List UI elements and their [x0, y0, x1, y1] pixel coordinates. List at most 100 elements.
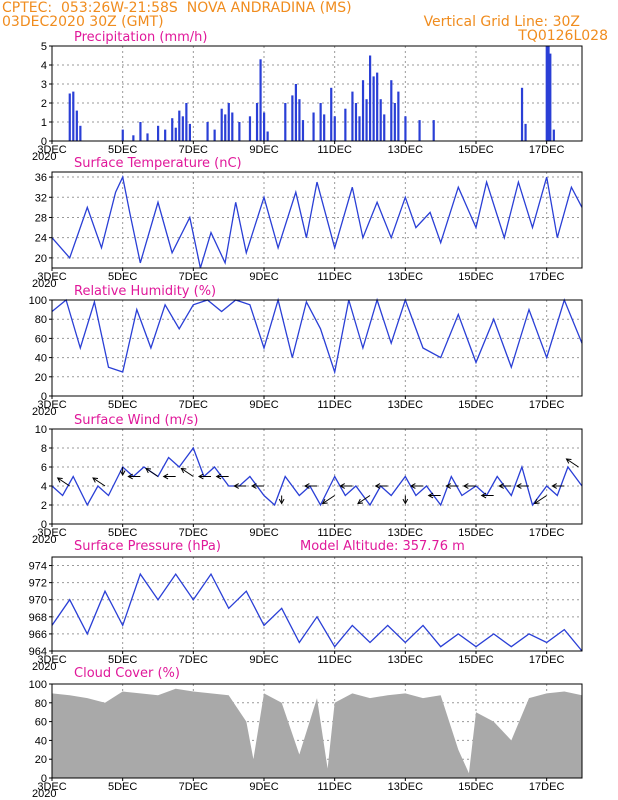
wind-vector	[534, 495, 547, 504]
precip-bar	[379, 99, 382, 141]
y-tick-label: 964	[29, 646, 47, 658]
wind-arrowhead	[321, 498, 328, 505]
wind-arrowhead	[445, 483, 451, 489]
wind-arrowhead	[92, 477, 99, 483]
x-tick-label: 3DEC	[37, 781, 66, 793]
y-tick-label: 972	[29, 578, 47, 590]
x-tick-label: 5DEC	[108, 399, 137, 411]
y-tick-label: 20	[35, 253, 47, 265]
x-tick-label: 17DEC	[529, 144, 565, 156]
precip-bar	[545, 46, 548, 141]
y-tick-label: 0	[41, 391, 47, 403]
precip-bar	[354, 103, 358, 141]
precip-bar	[549, 53, 552, 141]
precip-bar	[132, 135, 135, 141]
wind-arrowhead	[565, 458, 572, 464]
x-year-label: 2020	[32, 661, 56, 673]
panel-title: Relative Humidity (%)	[74, 284, 216, 299]
x-tick-label: 17DEC	[529, 271, 565, 283]
precip-bar	[294, 84, 297, 141]
y-tick-label: 60	[35, 717, 47, 729]
y-tick-label: 40	[35, 353, 47, 365]
precip-bar	[404, 116, 407, 141]
wind-arrowhead	[462, 483, 469, 489]
y-tick-label: 974	[29, 561, 47, 573]
precip-bar	[188, 123, 191, 141]
y-tick-label: 32	[35, 192, 47, 204]
panel-title: Precipitation (mm/h)	[74, 30, 207, 45]
x-tick-label: 9DEC	[249, 781, 278, 793]
x-tick-label: 5DEC	[108, 144, 137, 156]
wind-vector	[181, 468, 194, 477]
x-tick-label: 5DEC	[108, 271, 137, 283]
x-year-label: 2020	[32, 788, 56, 800]
header-location: CPTEC: 053:26W-21:58S NOVA ANDRADINA (MS…	[2, 0, 352, 16]
header-run-date: 03DEC2020 30Z (GMT)	[2, 14, 164, 30]
x-tick-label: 11DEC	[317, 527, 352, 539]
panel-annotation: Model Altitude: 357.76 m	[300, 539, 465, 554]
x-tick-label: 5DEC	[108, 654, 137, 666]
x-tick-label: 17DEC	[529, 781, 565, 793]
precip-bar	[333, 116, 336, 141]
y-tick-label: 60	[35, 333, 47, 345]
panel-frame	[51, 556, 583, 652]
panel-title: Surface Temperature (nC)	[74, 156, 242, 171]
wind-arrowhead	[145, 467, 152, 474]
wind-arrowhead	[250, 483, 257, 489]
y-tick-label: 24	[35, 233, 47, 245]
header-grid-line: Vertical Grid Line: 30Z	[423, 14, 580, 30]
y-tick-label: 20	[35, 372, 47, 384]
x-year-label: 2020	[32, 151, 56, 163]
x-tick-label: 13DEC	[388, 654, 424, 666]
precip-bar	[344, 108, 347, 141]
y-tick-label: 20	[35, 754, 47, 766]
precip-bar	[139, 122, 142, 141]
y-tick-label: 5	[41, 41, 47, 53]
x-tick-label: 3DEC	[37, 271, 66, 283]
x-tick-label: 15DEC	[458, 781, 494, 793]
x-tick-label: 11DEC	[317, 781, 352, 793]
precip-bar	[68, 93, 71, 141]
precip-bar	[376, 72, 379, 141]
series-line	[51, 297, 583, 375]
precip-bar	[365, 99, 368, 141]
wind-arrowhead	[180, 467, 187, 474]
x-tick-label: 15DEC	[458, 271, 494, 283]
precip-bar	[547, 46, 550, 141]
x-tick-label: 9DEC	[249, 399, 278, 411]
precip-bar	[330, 87, 333, 141]
x-tick-label: 9DEC	[249, 271, 278, 283]
wind-arrowhead	[339, 483, 345, 489]
series-line	[51, 175, 583, 269]
y-tick-label: 8	[41, 443, 47, 455]
panel-title: Surface Wind (m/s)	[74, 413, 198, 428]
wind-arrowhead	[551, 483, 557, 489]
precip-bar	[238, 122, 241, 141]
precip-bar	[164, 129, 167, 141]
wind-arrowhead	[233, 483, 239, 489]
header-model: TQ0126L028	[518, 28, 608, 44]
series-line	[51, 446, 583, 507]
wind-arrowhead	[162, 473, 169, 480]
precip-bar	[224, 114, 227, 141]
y-tick-label: 2	[41, 500, 47, 512]
precip-bar	[121, 129, 124, 141]
panel-frame	[51, 428, 583, 525]
precip-bar	[524, 123, 527, 141]
x-tick-label: 3DEC	[37, 399, 66, 411]
precip-bar	[157, 125, 160, 141]
wind-arrowhead	[278, 498, 285, 505]
wind-vector	[357, 495, 371, 504]
precip-bar	[171, 118, 174, 141]
precip-bar	[181, 116, 184, 141]
x-tick-label: 3DEC	[37, 654, 66, 666]
x-tick-label: 3DEC	[37, 527, 66, 539]
precip-bar	[72, 91, 75, 141]
wind-arrowhead	[127, 473, 133, 480]
precip-bar	[393, 103, 396, 141]
precip-bar	[432, 120, 435, 141]
precip-bar	[301, 120, 305, 141]
y-tick-label: 0	[41, 773, 47, 785]
precip-bar	[178, 110, 181, 141]
y-tick-label: 6	[41, 462, 47, 474]
